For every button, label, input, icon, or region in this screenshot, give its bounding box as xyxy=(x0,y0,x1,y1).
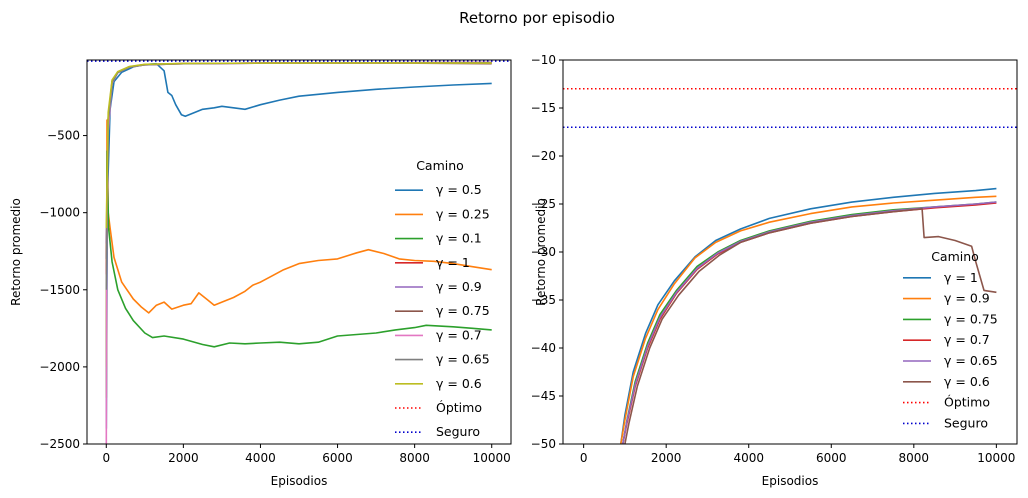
right-y-tick-label-7: −15 xyxy=(531,101,556,115)
right-legend-label-6: Óptimo xyxy=(944,395,990,410)
right-series-line-5 xyxy=(624,208,997,444)
left-legend-label-6: γ = 0.7 xyxy=(436,327,482,342)
left-x-axis-label: Episodios xyxy=(271,474,328,488)
right-legend-label-1: γ = 0.9 xyxy=(944,291,990,306)
left-series-line-1 xyxy=(105,119,492,367)
left-series-line-0 xyxy=(105,62,492,429)
right-legend-label-5: γ = 0.6 xyxy=(944,374,990,389)
left-x-tick-label-1: 2000 xyxy=(168,451,199,465)
right-y-axis-label: Retorno promedio xyxy=(534,198,548,306)
left-x-tick-label-5: 10000 xyxy=(473,451,511,465)
left-plot-frame xyxy=(86,59,512,445)
left-series-line-4 xyxy=(105,61,492,244)
left-series-line-2 xyxy=(105,150,492,398)
right-y-tick-label-3: −35 xyxy=(531,293,556,307)
left-series-line-6 xyxy=(105,62,492,444)
right-series-line-4 xyxy=(622,201,997,444)
right-legend-label-0: γ = 1 xyxy=(944,270,978,285)
left-chart: 0 2000 4000 6000 8000 10000 −2500 −2000 −1500 −1… xyxy=(9,59,512,488)
right-y-tick-label-6: −20 xyxy=(531,149,556,163)
left-y-tick-label-3: −1000 xyxy=(39,206,80,220)
right-x-axis-label: Episodios xyxy=(762,474,819,488)
left-legend-label-7: γ = 0.65 xyxy=(436,352,490,367)
left-reference-lines xyxy=(87,60,511,62)
right-y-ticks: −50 −45 −40 −35 −30 −25 −20 −15 −10 xyxy=(531,53,563,451)
right-chart: 0 2000 4000 6000 8000 10000 −50 −45 −40 −35 −30 −2… xyxy=(531,53,1018,488)
left-legend-label-10: Seguro xyxy=(436,424,480,439)
left-x-tick-label-4: 8000 xyxy=(399,451,430,465)
right-y-tick-label-0: −50 xyxy=(531,437,556,451)
left-series-line-8 xyxy=(105,62,492,229)
left-y-tick-label-1: −2000 xyxy=(39,360,80,374)
left-y-tick-label-0: −2500 xyxy=(39,437,80,451)
right-legend-label-3: γ = 0.7 xyxy=(944,332,990,347)
right-series-line-1 xyxy=(620,195,997,444)
left-legend-label-9: Óptimo xyxy=(436,400,482,415)
left-legend: Camino γ = 0.5 γ = 0.25 γ = 0.1 γ = 1 γ = 0.9… xyxy=(395,158,490,439)
left-legend-label-5: γ = 0.75 xyxy=(436,303,490,318)
right-y-tick-label-4: −30 xyxy=(531,245,556,259)
left-y-tick-label-2: −1500 xyxy=(39,283,80,297)
right-legend: Camino γ = 1 γ = 0.9 γ = 0.75 γ = 0.7 γ = 0.6… xyxy=(903,249,998,430)
right-legend-title: Camino xyxy=(931,249,979,264)
right-series-line-2 xyxy=(622,201,997,444)
right-y-tick-label-1: −45 xyxy=(531,389,556,403)
left-legend-label-0: γ = 0.5 xyxy=(436,182,482,197)
figure-title: Retorno por episodio xyxy=(459,9,615,27)
right-series-line-3 xyxy=(622,202,997,444)
left-legend-title: Camino xyxy=(416,158,464,173)
right-series-line-0 xyxy=(620,187,997,444)
right-x-tick-label-3: 6000 xyxy=(816,451,847,465)
right-legend-label-4: γ = 0.65 xyxy=(944,353,998,368)
right-x-tick-label-5: 10000 xyxy=(977,451,1015,465)
right-legend-label-2: γ = 0.75 xyxy=(944,311,998,326)
left-series-lines xyxy=(105,61,492,444)
right-series-lines xyxy=(620,187,997,444)
right-x-ticks: 0 2000 4000 6000 8000 10000 xyxy=(580,444,1015,465)
left-x-ticks: 0 2000 4000 6000 8000 10000 xyxy=(102,444,511,465)
right-y-tick-label-5: −25 xyxy=(531,197,556,211)
right-x-tick-label-4: 8000 xyxy=(899,451,930,465)
right-reference-lines xyxy=(563,88,1017,128)
left-x-tick-label-0: 0 xyxy=(102,451,110,465)
right-y-tick-label-2: −40 xyxy=(531,341,556,355)
right-x-tick-label-0: 0 xyxy=(580,451,588,465)
left-legend-label-2: γ = 0.1 xyxy=(436,231,482,246)
left-y-ticks: −2500 −2000 −1500 −1000 −500 xyxy=(39,129,87,451)
left-y-axis-label: Retorno promedio xyxy=(9,198,23,306)
left-legend-label-3: γ = 1 xyxy=(436,255,470,270)
left-legend-label-4: γ = 0.9 xyxy=(436,279,482,294)
left-legend-label-8: γ = 0.6 xyxy=(436,376,482,391)
right-legend-label-7: Seguro xyxy=(944,415,988,430)
left-x-tick-label-3: 6000 xyxy=(322,451,353,465)
right-x-tick-label-1: 2000 xyxy=(651,451,682,465)
left-x-tick-label-2: 4000 xyxy=(245,451,276,465)
right-x-tick-label-2: 4000 xyxy=(733,451,764,465)
right-y-tick-label-8: −10 xyxy=(531,53,556,67)
left-y-tick-label-4: −500 xyxy=(47,129,80,143)
left-legend-label-1: γ = 0.25 xyxy=(436,206,490,221)
